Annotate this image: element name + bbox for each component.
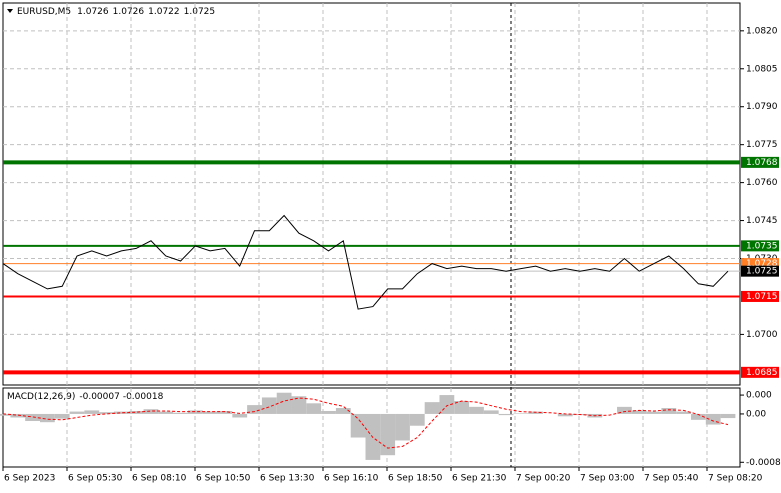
y-tick-label: 1.0820 (746, 26, 778, 36)
signal-value: -0.00018 (123, 392, 164, 402)
macd-bar (25, 413, 40, 422)
macd-bar (0, 413, 11, 416)
macd-bar (232, 413, 248, 418)
y-tick-label: 1.0805 (746, 64, 778, 74)
y-tick-label: 1.0760 (746, 178, 778, 188)
macd-bar (380, 413, 396, 456)
macd-bar (498, 413, 514, 416)
macd-bar (158, 411, 174, 414)
x-tick-label: 6 Sep 2023 (4, 474, 55, 484)
chart-header: EURUSD,M5 1.0726 1.0726 1.0722 1.0725 (17, 7, 215, 17)
symbol: EURUSD,M5 (17, 7, 71, 17)
macd-bar (528, 411, 544, 414)
level-label: 1.0768 (746, 158, 778, 168)
y-tick-label: 1.0790 (746, 102, 778, 112)
macd-y-tick-label: 0.000 (746, 391, 772, 401)
macd-bar (187, 410, 203, 414)
x-tick-label: 6 Sep 08:10 (132, 474, 187, 484)
macd-bar (424, 402, 440, 414)
current-price-label: 1.0725 (746, 267, 778, 277)
x-tick-label: 7 Sep 00:20 (516, 474, 571, 484)
macd-bar (469, 406, 484, 414)
macd-bar (409, 413, 425, 426)
macd-bar (306, 403, 322, 414)
level-label: 1.0728 (746, 259, 778, 269)
close: 1.0725 (184, 7, 216, 17)
level-label-box (741, 240, 779, 252)
x-tick-label: 6 Sep 18:50 (388, 474, 443, 484)
level-label-box (741, 290, 779, 302)
macd-y-tick-label: -0.00082 (746, 458, 781, 468)
y-tick-label: 1.0775 (746, 140, 778, 150)
macd-bar (454, 400, 470, 414)
level-label-box (741, 366, 779, 378)
x-tick-label: 7 Sep 03:00 (580, 474, 635, 484)
macd-bar (202, 411, 218, 414)
y-tick-label: 1.0700 (746, 330, 778, 340)
macd-value: -0.00007 (79, 392, 119, 402)
macd-bar (691, 413, 706, 420)
macd-bar (173, 412, 188, 414)
macd-bar (513, 413, 529, 414)
macd-bar (321, 410, 336, 414)
macd-bar (676, 411, 692, 414)
macd-bar (143, 409, 159, 414)
main-panel (2, 2, 741, 386)
level-label-box (741, 258, 779, 270)
x-tick-label: 6 Sep 05:30 (68, 474, 123, 484)
low: 1.0722 (148, 7, 180, 17)
open: 1.0726 (77, 7, 109, 17)
macd-bar (395, 413, 410, 441)
macd-bar (335, 408, 351, 414)
current-price-box (741, 265, 779, 277)
macd-label: MACD(12,26,9) (7, 392, 75, 402)
macd-y-tick-label: 0.00 (746, 409, 766, 419)
macd-bar (291, 396, 307, 414)
macd-bar (247, 405, 262, 414)
y-tick-label: 1.0745 (746, 216, 778, 226)
macd-bar (99, 412, 114, 414)
level-label: 1.0715 (746, 292, 778, 302)
macd-bar (217, 410, 233, 414)
macd-bar (128, 410, 144, 414)
macd-bar (705, 413, 721, 425)
macd-bar (84, 410, 100, 414)
x-tick-label: 7 Sep 08:20 (708, 474, 763, 484)
price-line (2, 214, 729, 310)
macd-bar (350, 413, 366, 438)
macd-bar (39, 413, 55, 423)
macd-bar (69, 411, 85, 414)
macd-bar (483, 410, 499, 414)
x-tick-label: 6 Sep 13:30 (260, 474, 315, 484)
macd-bar (113, 411, 129, 414)
macd-header: MACD(12,26,9) -0.00007 -0.00018 (7, 392, 164, 402)
macd-bar (617, 406, 632, 414)
macd-signal-line (2, 397, 729, 449)
x-tick-label: 6 Sep 10:50 (196, 474, 251, 484)
macd-bar (720, 413, 736, 419)
x-tick-label: 7 Sep 05:40 (644, 474, 699, 484)
level-label-box (741, 156, 779, 168)
level-label: 1.0735 (746, 241, 778, 251)
x-tick-label: 6 Sep 21:30 (452, 474, 507, 484)
menu-arrow (7, 9, 13, 13)
macd-bar (276, 392, 292, 414)
level-label: 1.0685 (746, 368, 778, 378)
macd-bar (631, 410, 647, 414)
macd-bar (10, 413, 26, 418)
macd-bar (261, 397, 277, 414)
macd-bar (54, 413, 70, 419)
macd-bar (646, 411, 662, 414)
x-tick-label: 6 Sep 16:10 (324, 474, 379, 484)
high: 1.0726 (113, 7, 145, 17)
macd-bar (557, 413, 573, 417)
macd-bar (661, 408, 677, 414)
